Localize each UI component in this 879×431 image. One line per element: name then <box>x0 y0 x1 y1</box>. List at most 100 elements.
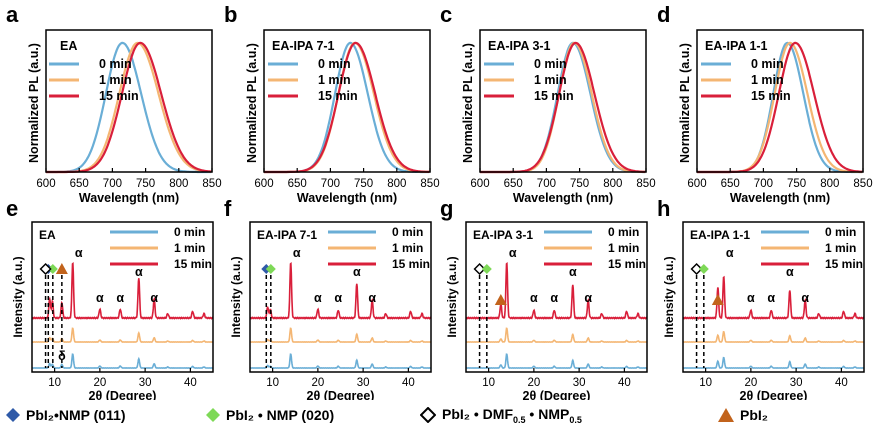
pl-title-a: EA <box>60 39 77 53</box>
xrd-legend-label-2: 15 min <box>825 257 863 271</box>
xrd-xtick-label: 30 <box>790 377 803 389</box>
legend-pbi2-dmf-nmp: PbI₂ • DMF0.5 • NMP0.5 <box>420 404 582 426</box>
pl-xtick-label: 800 <box>169 178 188 190</box>
pl-ylabel-a: Normalized PL (a.u.) <box>27 43 41 163</box>
xrd-panel-h: h 10 20 30 40 2θ (Degree) Intensity (a.u.) EA-I… <box>657 196 865 400</box>
pl-legend-label-2: 15 min <box>751 89 791 103</box>
xrd-annotation: α <box>767 291 775 305</box>
pl-xtick-label: 750 <box>570 178 589 190</box>
pl-ylabel-b: Normalized PL (a.u.) <box>245 43 259 163</box>
xrd-annotation: α <box>569 265 577 279</box>
pl-ylabel-c: Normalized PL (a.u.) <box>461 43 475 163</box>
xrd-annotation: α <box>150 291 158 305</box>
xrd-ylabel-e: Intensity (a.u.) <box>11 256 25 337</box>
pl-xtick-label: 700 <box>321 178 340 190</box>
xrd-xlabel-f: 2θ (Degree) <box>307 389 375 400</box>
pl-xtick-label: 850 <box>636 178 655 190</box>
xrd-annotation: α <box>584 291 592 305</box>
legend-label-2: PbI₂ • NMP (020) <box>226 407 335 423</box>
pl-title-c: EA-IPA 3-1 <box>488 39 551 53</box>
pl-legend-label-2: 15 min <box>99 89 139 103</box>
xrd-legend-label-0: 0 min <box>608 225 639 239</box>
pl-xlabel-c: Wavelength (nm) <box>513 191 613 205</box>
xrd-annotation: α <box>786 265 794 279</box>
panel-letter-g: g <box>440 196 453 221</box>
xrd-title-e: EA <box>39 228 56 242</box>
xrd-frame-e <box>31 221 214 373</box>
pl-xtick-label: 650 <box>721 178 740 190</box>
green-diamond-marker <box>265 264 276 274</box>
pl-panel-c: c 600 650 700 750 800 850 Wavelength (nm) Normal… <box>440 2 656 205</box>
xrd-xtick-label: 30 <box>573 377 586 389</box>
pl-xtick-label: 800 <box>820 178 839 190</box>
xrd-trace-f-1 <box>250 327 432 343</box>
xrd-trace-e-1 <box>32 327 214 343</box>
figure-canvas: a 600 650 700 750 800 850 Wavelength (nm) Normal… <box>6 2 873 400</box>
pl-xtick-label: 650 <box>288 178 307 190</box>
xrd-ylabel-h: Intensity (a.u.) <box>662 256 676 337</box>
xrd-panel-e: e 10 20 30 40 2θ (Degree) Intensity (a.u.) EA 0 … <box>6 196 214 400</box>
xrd-annotation: α <box>135 265 143 279</box>
xrd-legend-label-0: 0 min <box>825 225 856 239</box>
pl-legend-label-1: 1 min <box>99 73 132 87</box>
legend-label-1: PbI₂•NMP (011) <box>26 407 126 423</box>
xrd-xtick-label: 10 <box>48 377 61 389</box>
xrd-trace-g-2 <box>465 262 648 320</box>
orange-triangle-marker <box>494 294 507 305</box>
green-diamond-marker <box>698 264 709 274</box>
legend-label-3: PbI₂ • DMF0.5 • NMP0.5 <box>442 405 582 425</box>
xrd-trace-h-2 <box>682 275 865 320</box>
xrd-trace-f-2 <box>249 262 432 320</box>
xrd-xtick-label: 40 <box>618 377 631 389</box>
xrd-legend-label-1: 1 min <box>608 241 639 255</box>
pl-panel-d: d 600 650 700 750 800 850 Wavelength (nm) Normal… <box>657 2 873 205</box>
panel-letter-b: b <box>224 2 237 27</box>
pl-xtick-label: 600 <box>254 178 273 190</box>
pl-xlabel-b: Wavelength (nm) <box>297 191 397 205</box>
green-diamond-icon <box>206 408 220 422</box>
xrd-legend-label-1: 1 min <box>825 241 856 255</box>
pl-legend-label-1: 1 min <box>318 73 351 87</box>
xrd-title-g: EA-IPA 3-1 <box>473 228 533 242</box>
xrd-xlabel-h: 2θ (Degree) <box>740 389 808 400</box>
pl-xtick-label: 750 <box>787 178 806 190</box>
legend-label-4: PbI₂ <box>740 407 768 423</box>
pl-legend-label-1: 1 min <box>751 73 784 87</box>
panel-letter-h: h <box>657 196 670 221</box>
xrd-xtick-label: 20 <box>93 377 106 389</box>
pl-xtick-label: 600 <box>687 178 706 190</box>
green-diamond-marker <box>47 264 58 274</box>
green-diamond-marker <box>481 264 492 274</box>
xrd-annotation: α <box>550 291 558 305</box>
xrd-xtick-label: 10 <box>699 377 712 389</box>
pl-xlabel-d: Wavelength (nm) <box>730 191 830 205</box>
xrd-annotation: α <box>368 291 376 305</box>
pl-frame-b <box>263 29 431 173</box>
pl-frame-d <box>696 29 864 173</box>
pl-legend-label-0: 0 min <box>318 57 351 71</box>
xrd-trace-g-1 <box>466 327 648 343</box>
pl-panel-a: a 600 650 700 750 800 850 Wavelength (nm) Normal… <box>6 2 222 205</box>
xrd-annotation: α <box>801 291 809 305</box>
xrd-xlabel-e: 2θ (Degree) <box>89 389 157 400</box>
xrd-trace-g-0 <box>465 353 648 369</box>
xrd-ylabel-g: Intensity (a.u.) <box>445 256 459 337</box>
pl-xtick-label: 800 <box>387 178 406 190</box>
pl-xtick-label: 850 <box>420 178 439 190</box>
pl-frame-c <box>479 29 647 173</box>
pl-xtick-label: 850 <box>202 178 221 190</box>
xrd-annotation: α <box>747 291 755 305</box>
xrd-xtick-label: 10 <box>482 377 495 389</box>
pl-legend-label-0: 0 min <box>751 57 784 71</box>
xrd-panel-f: f 10 20 30 40 2θ (Degree) Intensity (a.u.) EA-I… <box>224 196 432 400</box>
panel-letter-f: f <box>224 196 232 221</box>
xrd-annotation: α <box>353 265 361 279</box>
xrd-legend-label-2: 15 min <box>392 257 430 271</box>
pl-frame-a <box>45 29 213 173</box>
pl-xtick-label: 700 <box>537 178 556 190</box>
xrd-legend-label-0: 0 min <box>392 225 423 239</box>
pl-xtick-label: 650 <box>504 178 523 190</box>
pl-xtick-label: 800 <box>603 178 622 190</box>
xrd-xtick-label: 20 <box>311 377 324 389</box>
xrd-xtick-label: 20 <box>527 377 540 389</box>
